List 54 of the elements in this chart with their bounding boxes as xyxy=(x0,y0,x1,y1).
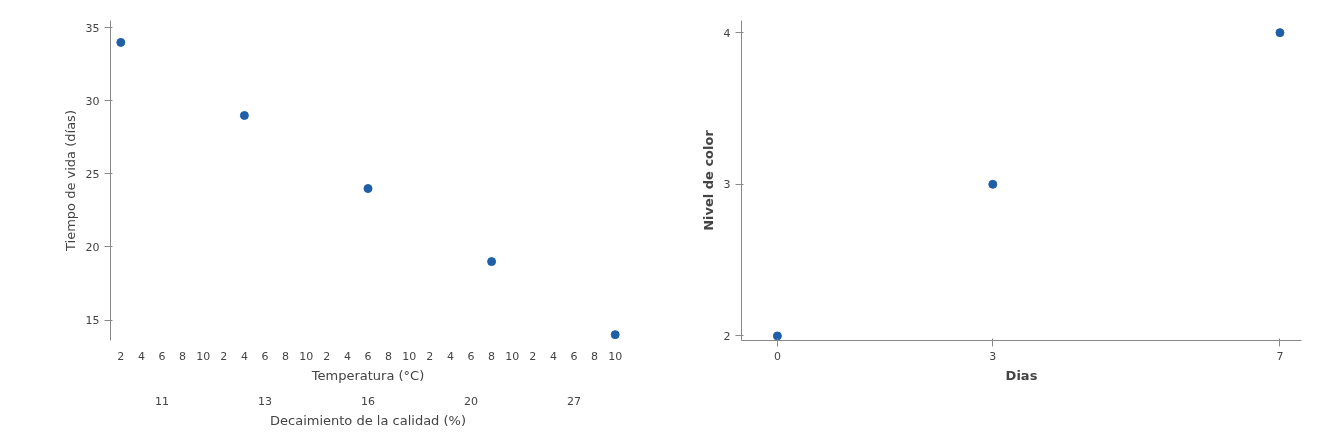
x-tick-label: 4 xyxy=(240,349,248,363)
x-tick-label: 2 xyxy=(220,349,228,363)
x-axis-title: Temperatura (°C) xyxy=(310,367,425,383)
x-tick-label: 6 xyxy=(570,349,578,363)
y-tick-label: 35 xyxy=(85,21,100,35)
x-tick-label: 7 xyxy=(1276,349,1284,363)
x-tick-label: 10 xyxy=(608,349,623,363)
point xyxy=(363,184,373,194)
x-tick-label: 10 xyxy=(505,349,520,363)
x-tick-label: 8 xyxy=(282,349,290,363)
x-tick-label: 2 xyxy=(426,349,434,363)
x-tick-label: 8 xyxy=(385,349,393,363)
x-tick-label: 10 xyxy=(196,349,211,363)
point xyxy=(116,37,126,47)
y-tick-label: 4 xyxy=(723,26,731,40)
x-tick-label: 0 xyxy=(773,349,781,363)
y-tick-label: 30 xyxy=(85,94,100,108)
y-tick-label: 20 xyxy=(85,240,100,254)
x-tick-label: 4 xyxy=(446,349,454,363)
point xyxy=(239,110,249,120)
text: 13 xyxy=(258,394,272,408)
x-tick-label: 8 xyxy=(179,349,187,363)
text: 20 xyxy=(464,394,478,408)
x-tick-label: 4 xyxy=(549,349,557,363)
x-tick-label: 2 xyxy=(117,349,125,363)
y-tick-label: 2 xyxy=(723,329,731,343)
x-tick-label: 2 xyxy=(323,349,331,363)
x-tick-label: 6 xyxy=(467,349,475,363)
y-axis-title: Tiempo de vida (días) xyxy=(62,110,78,252)
y-tick-label: 25 xyxy=(85,167,100,181)
text: Decaimiento de la calidad (%) xyxy=(270,412,466,428)
x-tick-label: 2 xyxy=(529,349,537,363)
y-axis-title: Nivel de color xyxy=(700,129,716,231)
x-tick-label: 4 xyxy=(137,349,145,363)
x-tick-label: 10 xyxy=(299,349,314,363)
text: 11 xyxy=(155,394,169,408)
x-axis-title: Dias xyxy=(1005,367,1038,383)
x-tick-label: 3 xyxy=(989,349,997,363)
point xyxy=(1275,28,1285,38)
point xyxy=(610,330,620,340)
text: 27 xyxy=(567,394,581,408)
y-tick-label: 3 xyxy=(723,178,731,192)
y-tick-label: 15 xyxy=(85,314,100,328)
point xyxy=(988,179,998,189)
point xyxy=(487,257,497,267)
x-tick-label: 8 xyxy=(488,349,496,363)
text: 16 xyxy=(361,394,375,408)
x-tick-label: 6 xyxy=(364,349,372,363)
point xyxy=(772,331,782,341)
x-tick-label: 6 xyxy=(158,349,166,363)
x-tick-label: 10 xyxy=(402,349,417,363)
x-tick-label: 6 xyxy=(261,349,269,363)
x-tick-label: 8 xyxy=(591,349,599,363)
x-tick-label: 4 xyxy=(343,349,351,363)
